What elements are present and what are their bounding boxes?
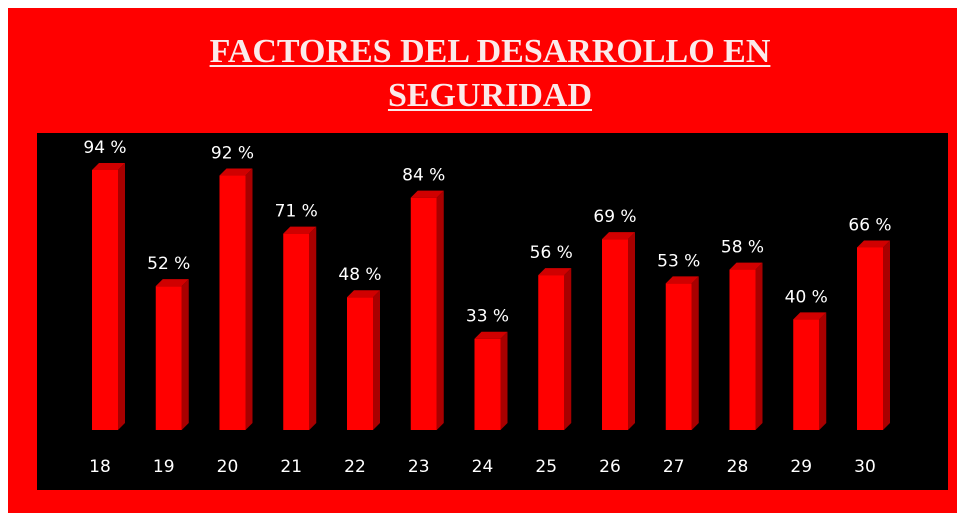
bar-side [883,240,890,430]
bar-top [347,290,380,298]
x-tick-label: 24 [472,457,494,477]
data-label: 94 % [83,138,126,158]
x-tick-label: 18 [89,457,111,477]
bar [665,283,692,430]
x-tick-label: 23 [408,457,430,477]
bar-side [245,168,253,430]
bar-top [538,268,572,276]
bar-top [92,163,125,170]
x-tick-label: 19 [153,457,175,477]
bar-side [628,232,635,430]
data-label: 58 % [721,238,764,258]
bar-side [500,331,508,430]
bar-side [691,276,699,430]
bar-side [755,262,763,430]
bar-side [564,268,572,430]
x-tick-label: 30 [854,457,876,477]
bar-side [118,163,125,430]
bar [92,170,118,430]
bar-top [219,168,253,176]
data-label: 52 % [147,254,190,274]
data-label: 84 % [402,166,445,186]
x-tick-label: 27 [663,457,685,477]
bar-side [181,279,189,430]
bar [219,175,246,430]
bar [538,275,565,430]
bar-top [665,276,699,284]
bar-top [793,312,827,320]
x-tick-label: 28 [727,457,749,477]
data-label: 56 % [530,243,573,263]
data-label: 71 % [275,202,318,222]
bar-top [474,331,508,339]
bar [283,233,310,430]
bar [857,247,883,430]
x-tick-label: 22 [344,457,366,477]
bar-top [602,232,635,240]
bar [410,197,437,430]
data-label: 48 % [338,265,381,285]
bar-side [309,226,317,430]
bar-side [436,190,444,430]
bar-top [155,279,189,287]
bar [602,239,628,430]
bar-side [373,290,380,430]
bar [155,286,182,430]
bar [729,269,756,430]
bar-side [819,312,827,430]
bar-top [729,262,763,270]
bar [347,297,373,430]
data-label: 66 % [848,215,891,235]
x-tick-label: 20 [217,457,239,477]
bar-top [283,226,317,234]
bar [474,338,501,430]
x-tick-label: 26 [599,457,621,477]
data-label: 53 % [657,251,700,271]
data-label: 40 % [785,287,828,307]
bar-top [857,240,890,248]
plot-area [37,133,948,490]
data-label: 92 % [211,144,254,164]
data-label: 33 % [466,307,509,327]
x-tick-label: 21 [280,457,302,477]
data-label: 69 % [593,207,636,227]
chart-title: FACTORES DEL DESARROLLO EN SEGURIDAD [209,33,771,114]
x-tick-label: 25 [535,457,557,477]
x-tick-label: 29 [790,457,812,477]
bar [793,319,820,430]
bar-top [410,190,444,198]
